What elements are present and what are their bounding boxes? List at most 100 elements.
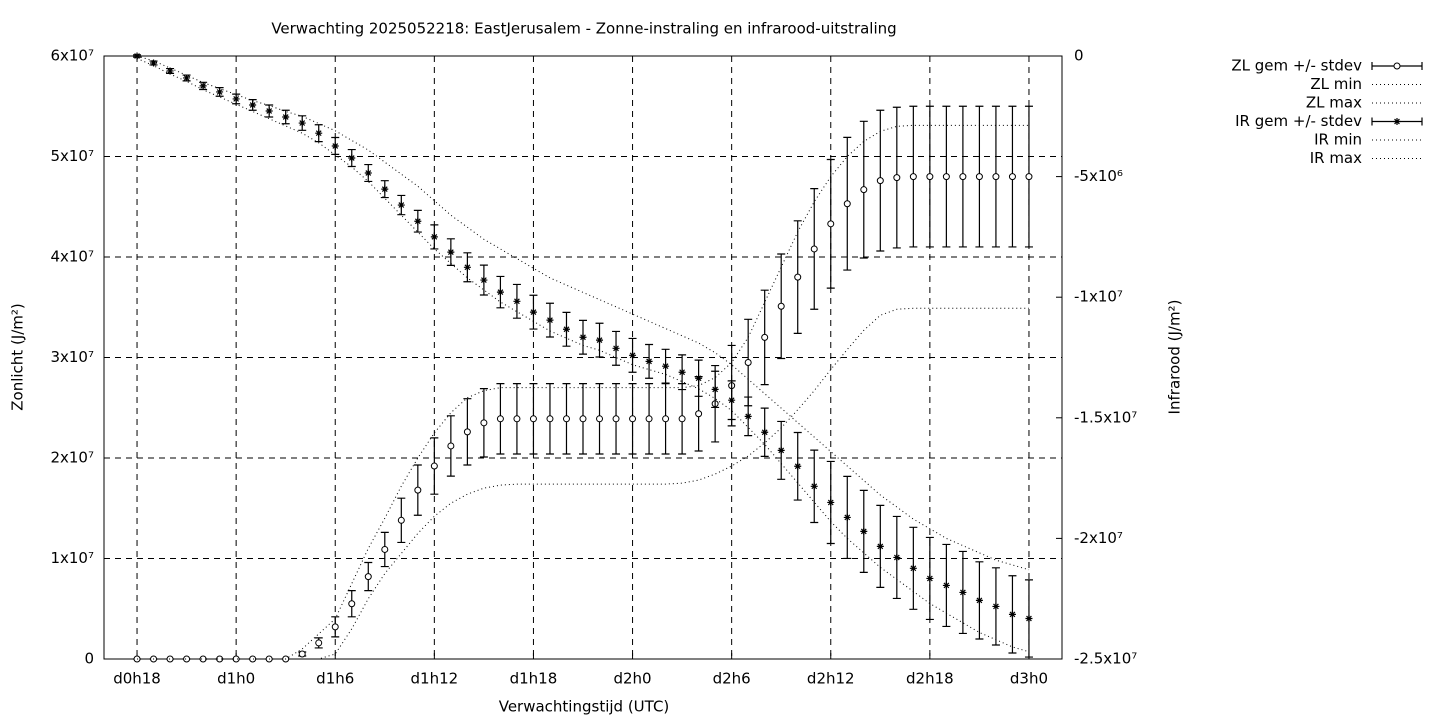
point (728, 396, 736, 404)
point (1025, 614, 1033, 622)
x-tick-label: d2h6 (713, 670, 751, 688)
point (579, 333, 587, 341)
point (1008, 173, 1016, 181)
point (860, 186, 868, 194)
x-tick-label: d2h12 (807, 670, 855, 688)
point (992, 602, 1000, 610)
point (150, 59, 158, 67)
point (298, 650, 306, 658)
x-axis-label: Verwachtingstijd (UTC) (499, 698, 670, 716)
legend-label: IR gem +/- stdev (1235, 112, 1362, 130)
point (843, 513, 851, 521)
point (909, 564, 917, 572)
legend-marker (1393, 62, 1401, 70)
point (1008, 610, 1016, 618)
point (612, 415, 620, 423)
point (777, 302, 785, 310)
point (364, 573, 372, 581)
point (232, 95, 240, 103)
point (397, 201, 405, 209)
point (942, 173, 950, 181)
y-tick-label: 6x10⁷ (50, 47, 94, 65)
point (381, 545, 389, 553)
y2-tick-label: 0 (1074, 47, 1084, 65)
point (216, 655, 224, 663)
y2-tick-label: -1.5x10⁷ (1074, 408, 1137, 426)
point (216, 88, 224, 96)
point (348, 154, 356, 162)
point (926, 574, 934, 582)
point (794, 273, 802, 281)
plot-frame (103, 55, 1063, 660)
point (662, 415, 670, 423)
y2-axis-label: Infrarood (J/m²) (1166, 300, 1184, 415)
point (529, 308, 537, 316)
y-tick-label: 3x10⁷ (50, 348, 94, 366)
point (331, 623, 339, 631)
point (249, 655, 257, 663)
point (562, 325, 570, 333)
point (678, 368, 686, 376)
y2-tick-label: -1x10⁷ (1074, 288, 1123, 306)
legend-label: ZL max (1306, 94, 1362, 112)
y-tick-label: 1x10⁷ (50, 549, 94, 567)
point (761, 428, 769, 436)
point (860, 527, 868, 535)
point (645, 357, 653, 365)
point (876, 542, 884, 550)
x-tick-label: d0h18 (113, 670, 161, 688)
point (529, 415, 537, 423)
point (777, 446, 785, 454)
series-line (136, 57, 1030, 653)
point (596, 415, 604, 423)
point (315, 639, 323, 647)
series-line (136, 55, 1030, 571)
point (546, 415, 554, 423)
chart-title: Verwachting 2025052218: EastJerusalem - … (271, 20, 896, 38)
x-tick-label: d3h0 (1010, 670, 1048, 688)
point (480, 419, 488, 427)
point (447, 442, 455, 450)
point (876, 177, 884, 185)
point (744, 359, 752, 367)
point (992, 173, 1000, 181)
legend-label: IR min (1314, 131, 1362, 149)
point (480, 276, 488, 284)
point (909, 173, 917, 181)
point (166, 67, 174, 75)
point (463, 263, 471, 271)
point (348, 600, 356, 608)
y-axis-label: Zonlicht (J/m²) (9, 303, 27, 411)
point (959, 588, 967, 596)
point (926, 173, 934, 181)
point (496, 288, 504, 296)
x-tick-label: d2h0 (613, 670, 651, 688)
point (364, 169, 372, 177)
point (596, 336, 604, 344)
x-tick-label: d1h12 (411, 670, 459, 688)
point (695, 410, 703, 418)
legend-marker (1393, 118, 1401, 125)
series-line (137, 124, 1029, 660)
y-tick-label: 5x10⁷ (50, 147, 94, 165)
point (678, 415, 686, 423)
point (1025, 173, 1033, 181)
series-points (133, 105, 1033, 663)
point (513, 415, 521, 423)
point (810, 482, 818, 490)
point (975, 173, 983, 181)
point (133, 52, 141, 60)
legend-label: IR max (1310, 149, 1362, 167)
point (199, 82, 207, 90)
point (827, 498, 835, 506)
point (893, 174, 901, 182)
point (496, 415, 504, 423)
point (827, 220, 835, 228)
point (199, 655, 207, 663)
point (298, 119, 306, 127)
point (810, 245, 818, 253)
point (381, 185, 389, 193)
point (612, 344, 620, 352)
